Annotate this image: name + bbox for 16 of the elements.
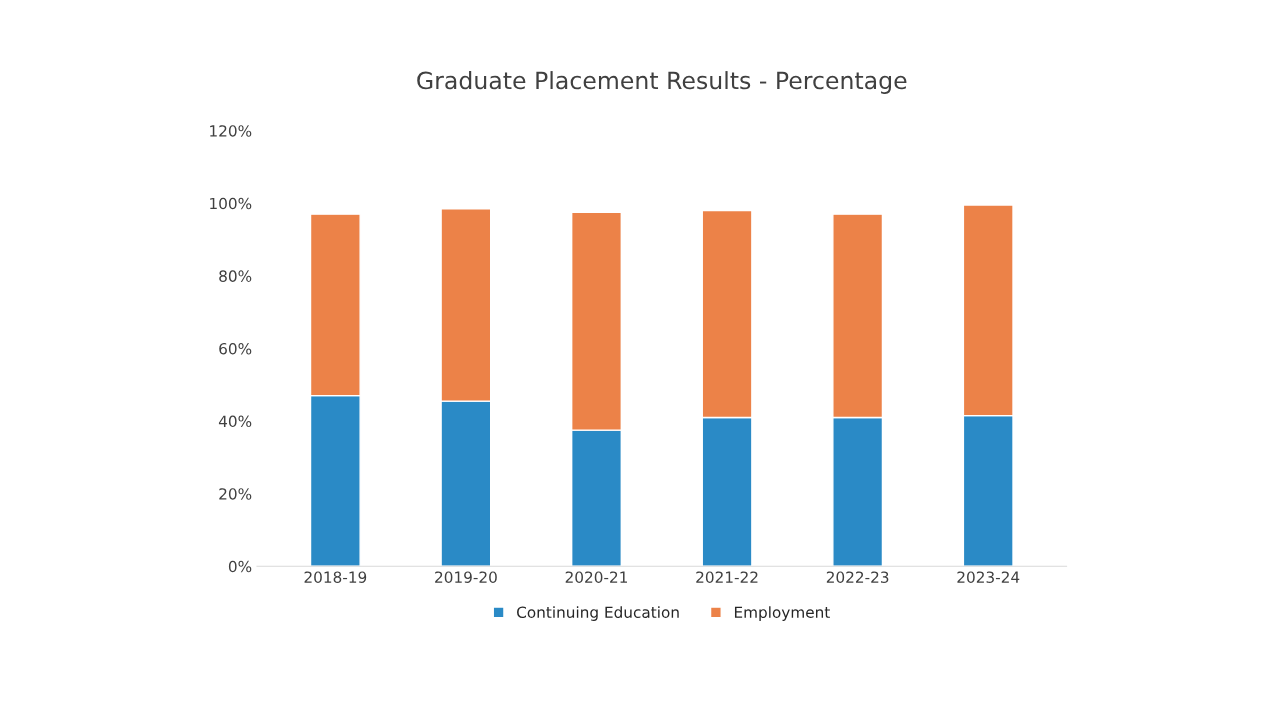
x-tick-label: 2021-22 — [696, 571, 758, 583]
x-tick-label: 2019-20 — [435, 571, 497, 583]
x-tick-label: 2020-21 — [565, 571, 627, 583]
y-tick-label: 0% — [228, 560, 252, 573]
x-tick-label: 2018-19 — [304, 571, 367, 583]
y-tick-label: 60% — [219, 342, 252, 355]
legend-label: Continuing Education — [517, 606, 679, 621]
y-tick-label: 80% — [219, 270, 252, 282]
x-tick-label: 2023-24 — [957, 571, 1020, 583]
y-tick-label: 120% — [210, 125, 252, 137]
y-tick-label: 100% — [210, 197, 252, 210]
y-tick-label: 20% — [219, 488, 252, 500]
legend-label: Employment — [734, 606, 830, 621]
chart-title: Graduate Placement Results - Percentage — [417, 71, 907, 94]
x-tick-label: 2022-23 — [826, 571, 889, 583]
y-tick-label: 40% — [218, 415, 252, 428]
